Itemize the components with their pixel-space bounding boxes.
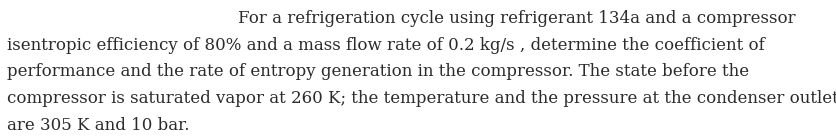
Text: compressor is saturated vapor at 260 K; the temperature and the pressure at the : compressor is saturated vapor at 260 K; … xyxy=(7,90,836,107)
Text: are 305 K and 10 bar.: are 305 K and 10 bar. xyxy=(7,117,189,134)
Text: isentropic efficiency of 80% and a mass flow rate of 0.2 kg/s , determine the co: isentropic efficiency of 80% and a mass … xyxy=(7,37,764,54)
Text: performance and the rate of entropy generation in the compressor. The state befo: performance and the rate of entropy gene… xyxy=(7,63,749,80)
Text: For a refrigeration cycle using refrigerant 134a and a compressor: For a refrigeration cycle using refriger… xyxy=(238,10,796,27)
